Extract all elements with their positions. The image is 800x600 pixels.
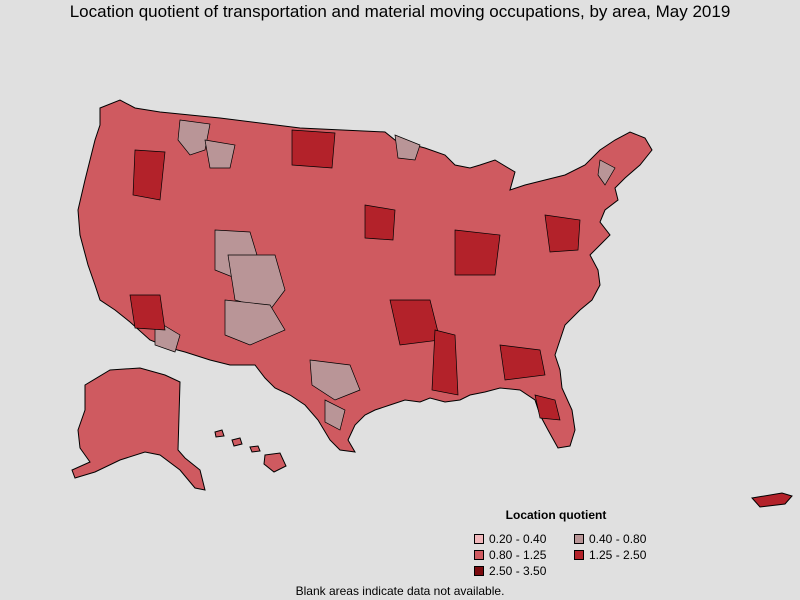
region-north-dakota[interactable] [292, 130, 335, 168]
legend-swatch [474, 566, 484, 576]
legend-item: 0.20 - 0.40 [474, 531, 574, 546]
map-legend: Location quotient 0.20 - 0.40 0.40 - 0.8… [470, 508, 670, 578]
region-georgia[interactable] [500, 345, 545, 380]
legend-item: 2.50 - 3.50 [474, 563, 574, 578]
region-eastern-oregon[interactable] [133, 150, 165, 200]
puerto-rico[interactable] [752, 493, 792, 507]
region-southern-california[interactable] [130, 295, 165, 330]
region-iowa[interactable] [365, 205, 395, 240]
legend-title: Location quotient [456, 508, 656, 522]
legend-item: 0.80 - 1.25 [474, 547, 574, 562]
alaska[interactable] [72, 368, 205, 490]
hawaii[interactable] [215, 430, 286, 472]
legend-label: 1.25 - 2.50 [589, 548, 646, 562]
legend-item: 1.25 - 2.50 [574, 547, 674, 562]
legend-swatch [474, 550, 484, 560]
footnote: Blank areas indicate data not available. [0, 584, 800, 598]
legend-swatch [474, 534, 484, 544]
legend-item: 0.40 - 0.80 [574, 531, 674, 546]
legend-label: 0.80 - 1.25 [489, 548, 546, 562]
region-mississippi[interactable] [432, 330, 458, 395]
legend-label: 0.20 - 0.40 [489, 532, 546, 546]
legend-label: 2.50 - 3.50 [489, 564, 546, 578]
region-minnesota-north[interactable] [395, 135, 420, 160]
legend-swatch [574, 550, 584, 560]
legend-swatch [574, 534, 584, 544]
region-indiana-kentucky[interactable] [455, 230, 500, 275]
legend-label: 0.40 - 0.80 [589, 532, 646, 546]
region-west-montana[interactable] [205, 140, 235, 168]
region-pennsylvania[interactable] [545, 215, 580, 252]
